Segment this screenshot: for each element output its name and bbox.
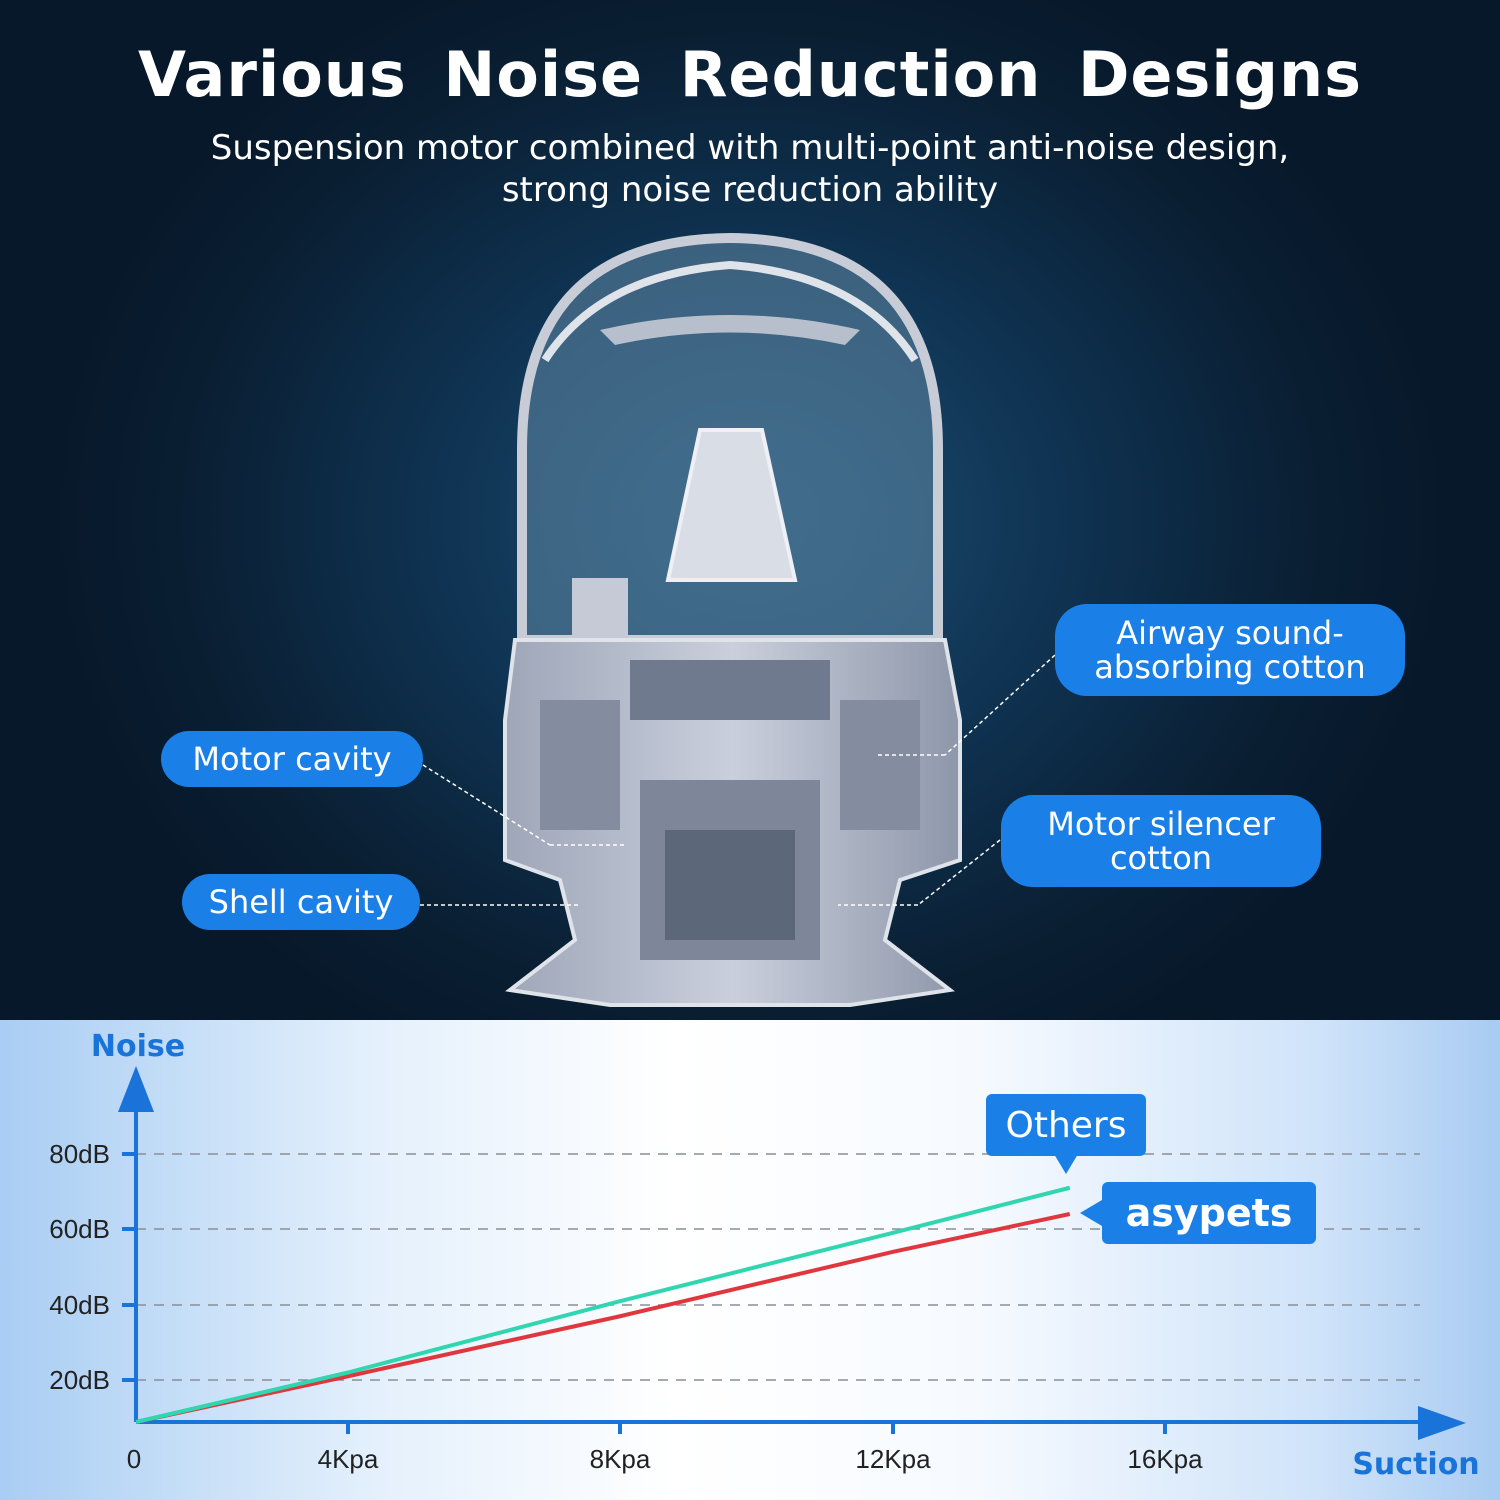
x-tick-label: 8Kpa [590, 1444, 651, 1474]
y-axis-title: Noise [91, 1029, 185, 1064]
y-tick-label: 40dB [49, 1290, 110, 1320]
callout-airway-cotton: Airway sound- absorbing cotton [1055, 604, 1405, 696]
noise-suction-chart: 20dB 40dB 60dB 80dB 0 4Kpa 8Kpa 12Kpa 16Kpa Noise… [49, 1029, 1479, 1482]
legend-asypets-logo: asypets [1125, 1191, 1293, 1235]
asypets-callout-pointer [1080, 1200, 1102, 1226]
y-axis-arrow-icon [118, 1066, 154, 1112]
x-tick-label: 12Kpa [855, 1444, 931, 1474]
legend-asypets-callout: asypets [1102, 1182, 1316, 1244]
callout-silencer-line1: Motor silencer [1047, 805, 1275, 843]
legend-others-callout: Others [986, 1094, 1146, 1156]
subtitle-line-1: Suspension motor combined with multi-poi… [210, 128, 1290, 168]
page-title: Various Noise Reduction Designs [137, 38, 1363, 111]
x-axis-arrow-icon [1418, 1406, 1466, 1440]
product-illustration-section: Various Noise Reduction Designs Suspensi… [0, 0, 1500, 1020]
subtitle-line-2: strong noise reduction ability [501, 170, 999, 210]
callout-motor-silencer-cotton: Motor silencer cotton [1001, 795, 1321, 887]
vacuum-cutaway-illustration [503, 232, 962, 1007]
y-tick-label: 60dB [49, 1214, 110, 1244]
series-line-asypets [135, 1212, 1071, 1424]
y-tick-label: 80dB [49, 1139, 110, 1169]
legend-others-label: Others [1005, 1104, 1127, 1146]
noise-chart-section: 20dB 40dB 60dB 80dB 0 4Kpa 8Kpa 12Kpa 16Kpa Noise… [0, 1020, 1500, 1500]
callout-airway-line1: Airway sound- [1116, 614, 1344, 652]
x-tick-label: 0 [127, 1444, 141, 1474]
x-axis-title: Suction [1352, 1447, 1479, 1482]
callout-airway-line2: absorbing cotton [1094, 648, 1366, 686]
series-line-others [135, 1185, 1071, 1424]
y-tick-label: 20dB [49, 1365, 110, 1395]
callout-shell-cavity: Shell cavity [182, 874, 420, 930]
callout-silencer-line2: cotton [1109, 839, 1213, 877]
x-tick-label: 16Kpa [1127, 1444, 1203, 1474]
others-callout-pointer [1054, 1154, 1078, 1174]
callout-motor-cavity: Motor cavity [161, 731, 423, 787]
x-tick-label: 4Kpa [318, 1444, 379, 1474]
